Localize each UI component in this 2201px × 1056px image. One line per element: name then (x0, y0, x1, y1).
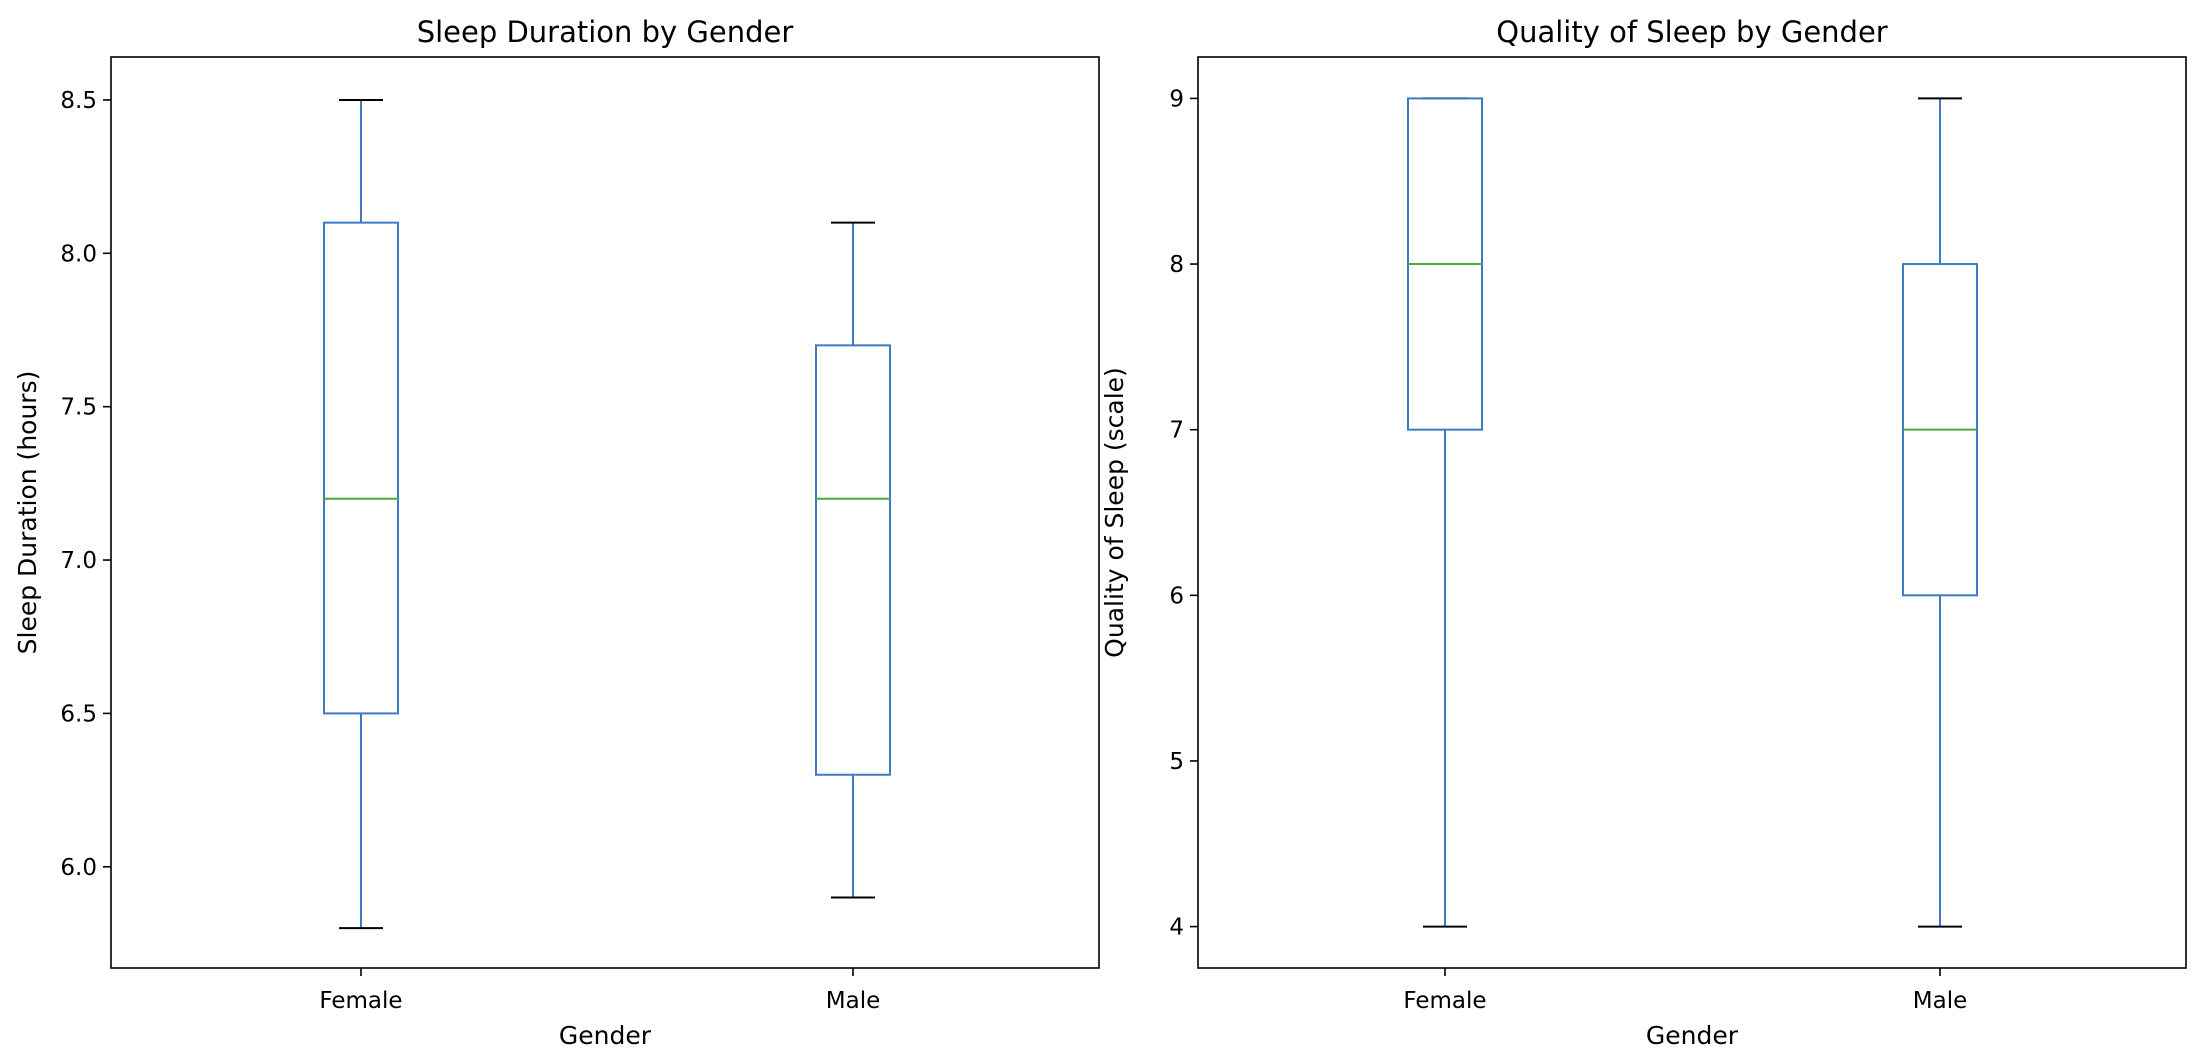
box-plot-female (323, 98, 399, 930)
box-plot-male (1902, 97, 1978, 928)
y-tick-label: 8 (1169, 252, 1184, 278)
y-axis-label: Sleep Duration (hours) (13, 371, 42, 655)
x-tick-label: Male (1913, 988, 1967, 1014)
x-axis-label: Gender (1646, 1021, 1739, 1050)
y-tick-label: 7.0 (60, 548, 97, 574)
y-tick-label: 7 (1169, 418, 1184, 444)
y-tick-label: 8.5 (60, 88, 97, 114)
boxes (1407, 97, 1978, 928)
x-tick-label: Female (1403, 988, 1486, 1014)
boxes (323, 98, 891, 930)
ticks: 6.0 6.5 7.0 7.5 8.0 8.5 Female Male (60, 88, 880, 1014)
y-tick-label: 8.0 (60, 241, 97, 267)
y-tick-label: 6.0 (60, 855, 97, 881)
box (323, 221, 399, 715)
sleep-duration-chart: Sleep Duration by Gender Gender Sleep Du… (13, 15, 1100, 1050)
y-tick-label: 6 (1169, 583, 1184, 609)
y-tick-label: 7.5 (60, 395, 97, 421)
box (815, 344, 891, 776)
box-plot-female (1407, 97, 1483, 928)
x-axis-label: Gender (559, 1021, 652, 1050)
plot-frame (1197, 56, 2187, 969)
box-plot-male (815, 221, 891, 899)
chart-title: Sleep Duration by Gender (417, 15, 794, 49)
x-tick-label: Male (826, 988, 880, 1014)
y-tick-label: 9 (1169, 86, 1184, 112)
quality-of-sleep-chart: Quality of Sleep by Gender Gender Qualit… (1100, 15, 2187, 1050)
ticks: 4 5 6 7 8 9 Female Male (1169, 86, 1967, 1014)
y-axis-label: Quality of Sleep (scale) (1100, 367, 1129, 658)
plot-frame (110, 56, 1100, 969)
x-tick-label: Female (319, 988, 402, 1014)
y-tick-label: 6.5 (60, 701, 97, 727)
y-tick-label: 4 (1169, 915, 1184, 941)
y-tick-label: 5 (1169, 749, 1184, 775)
chart-title: Quality of Sleep by Gender (1496, 15, 1888, 49)
